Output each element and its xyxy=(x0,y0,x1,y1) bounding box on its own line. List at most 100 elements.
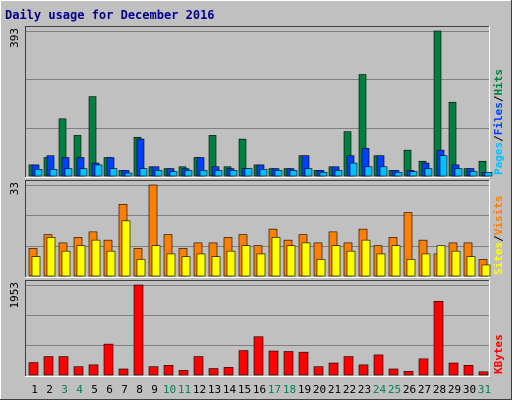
panel-hits-legend: Pages/Files/Hits xyxy=(492,69,505,175)
bar-kbytes-day-11 xyxy=(178,370,189,376)
x-tick-label: 4 xyxy=(76,383,83,396)
panel-kbytes: 1953 KBytes xyxy=(8,280,505,377)
bar-sites-day-11 xyxy=(181,256,191,277)
x-tick-label: 1 xyxy=(31,383,38,396)
x-tick-label: 3 xyxy=(61,383,68,396)
bar-sites-day-14 xyxy=(226,250,236,277)
bar-sites-day-5 xyxy=(91,239,101,277)
bar-pages-day-21 xyxy=(334,170,343,177)
bar-kbytes-day-15 xyxy=(238,350,249,376)
bar-kbytes-day-5 xyxy=(88,364,99,376)
bar-pages-day-20 xyxy=(319,172,328,177)
bar-sites-day-2 xyxy=(46,237,56,277)
x-tick-label: 8 xyxy=(136,383,143,396)
bar-pages-day-31 xyxy=(484,172,493,177)
bar-sites-day-25 xyxy=(391,245,401,277)
x-tick-label: 22 xyxy=(343,383,356,396)
bar-pages-day-22 xyxy=(349,162,358,177)
panel-kbytes-ymax-label: 1953 xyxy=(8,282,21,309)
x-tick-label: 9 xyxy=(151,383,158,396)
bar-sites-day-12 xyxy=(196,253,206,277)
bar-sites-day-26 xyxy=(406,259,416,277)
x-tick-label: 30 xyxy=(463,383,476,396)
legend-entry: Visits xyxy=(492,196,505,236)
x-tick-label: 7 xyxy=(121,383,128,396)
x-tick-label: 18 xyxy=(283,383,296,396)
bar-pages-day-29 xyxy=(454,168,463,177)
legend-entry: Files xyxy=(492,102,505,135)
panel-visits-ymax-label: 33 xyxy=(8,182,21,195)
bar-pages-day-13 xyxy=(214,170,223,177)
bar-sites-day-23 xyxy=(361,239,371,277)
panel-visits-legend: Sites/Visits xyxy=(492,196,505,276)
x-tick-label: 15 xyxy=(238,383,251,396)
bar-pages-day-19 xyxy=(304,168,313,177)
bar-kbytes-day-31 xyxy=(478,371,489,376)
bar-sites-day-6 xyxy=(106,250,116,277)
bar-kbytes-day-20 xyxy=(313,366,324,376)
x-tick-label: 6 xyxy=(106,383,113,396)
panel-hits-ymax-label: 393 xyxy=(8,28,21,48)
bar-pages-day-26 xyxy=(409,171,418,177)
bar-sites-day-8 xyxy=(136,259,146,277)
bar-pages-day-28 xyxy=(439,155,448,177)
bar-pages-day-24 xyxy=(379,166,388,177)
bar-sites-day-7 xyxy=(121,220,131,277)
bar-sites-day-24 xyxy=(376,253,386,277)
bar-pages-day-2 xyxy=(49,169,58,177)
bar-pages-day-25 xyxy=(394,172,403,177)
bar-sites-day-4 xyxy=(76,245,86,277)
bar-sites-day-10 xyxy=(166,253,176,277)
bar-pages-day-1 xyxy=(34,169,43,177)
panel-kbytes-legend: KBytes xyxy=(492,334,505,374)
bar-pages-day-14 xyxy=(229,170,238,177)
bar-kbytes-day-19 xyxy=(298,351,309,376)
bar-pages-day-8 xyxy=(139,168,148,177)
panel-visits: 33 Sites/Visits xyxy=(8,180,505,278)
x-tick-label: 31 xyxy=(478,383,491,396)
bar-sites-day-29 xyxy=(451,250,461,277)
bar-kbytes-day-14 xyxy=(223,367,234,376)
bar-kbytes-day-1 xyxy=(28,362,39,376)
bar-pages-day-15 xyxy=(244,168,253,177)
bar-sites-day-22 xyxy=(346,250,356,277)
panel-hits: 393 Pages/Files/Hits xyxy=(8,26,505,178)
bar-kbytes-day-22 xyxy=(343,356,354,376)
bar-kbytes-day-21 xyxy=(328,362,339,376)
x-tick-label: 25 xyxy=(388,383,401,396)
bar-kbytes-day-2 xyxy=(43,356,54,376)
legend-entry: Hits xyxy=(492,69,505,96)
bar-pages-day-12 xyxy=(199,170,208,177)
bar-kbytes-day-3 xyxy=(58,356,69,376)
bar-kbytes-day-24 xyxy=(373,354,384,376)
bar-sites-day-17 xyxy=(271,237,281,277)
bar-pages-day-7 xyxy=(124,172,133,177)
bar-kbytes-day-18 xyxy=(283,351,294,376)
bar-kbytes-day-4 xyxy=(73,366,84,376)
bar-sites-day-18 xyxy=(286,245,296,277)
x-tick-label: 27 xyxy=(418,383,431,396)
bar-pages-day-30 xyxy=(469,171,478,177)
chart-panels: 393 Pages/Files/Hits 33 Sites/Visits 1953 KBy… xyxy=(8,26,505,377)
x-tick-label: 23 xyxy=(358,383,371,396)
bar-kbytes-day-25 xyxy=(388,368,399,376)
bar-sites-day-30 xyxy=(466,256,476,277)
bar-pages-day-6 xyxy=(109,168,118,177)
bar-pages-day-16 xyxy=(259,169,268,177)
bar-pages-day-3 xyxy=(64,168,73,177)
bar-pages-day-27 xyxy=(424,168,433,177)
bar-kbytes-day-16 xyxy=(253,336,264,376)
x-tick-label: 11 xyxy=(178,383,191,396)
x-tick-label: 28 xyxy=(433,383,446,396)
x-tick-label: 29 xyxy=(448,383,461,396)
x-tick-label: 14 xyxy=(223,383,237,396)
bar-kbytes-day-12 xyxy=(193,356,204,376)
x-tick-label: 5 xyxy=(91,383,98,396)
bar-sites-day-16 xyxy=(256,253,266,277)
legend-entry: KBytes xyxy=(492,334,505,374)
bar-kbytes-day-29 xyxy=(448,362,459,376)
legend-entry: Sites xyxy=(492,242,505,275)
x-axis-labels: 1 2 3 4 5 6 7 8 9 10 11 12 13 14 15 16 17 18 19 20 21 22 23 24 2… xyxy=(31,383,491,396)
bar-kbytes-day-17 xyxy=(268,350,279,376)
